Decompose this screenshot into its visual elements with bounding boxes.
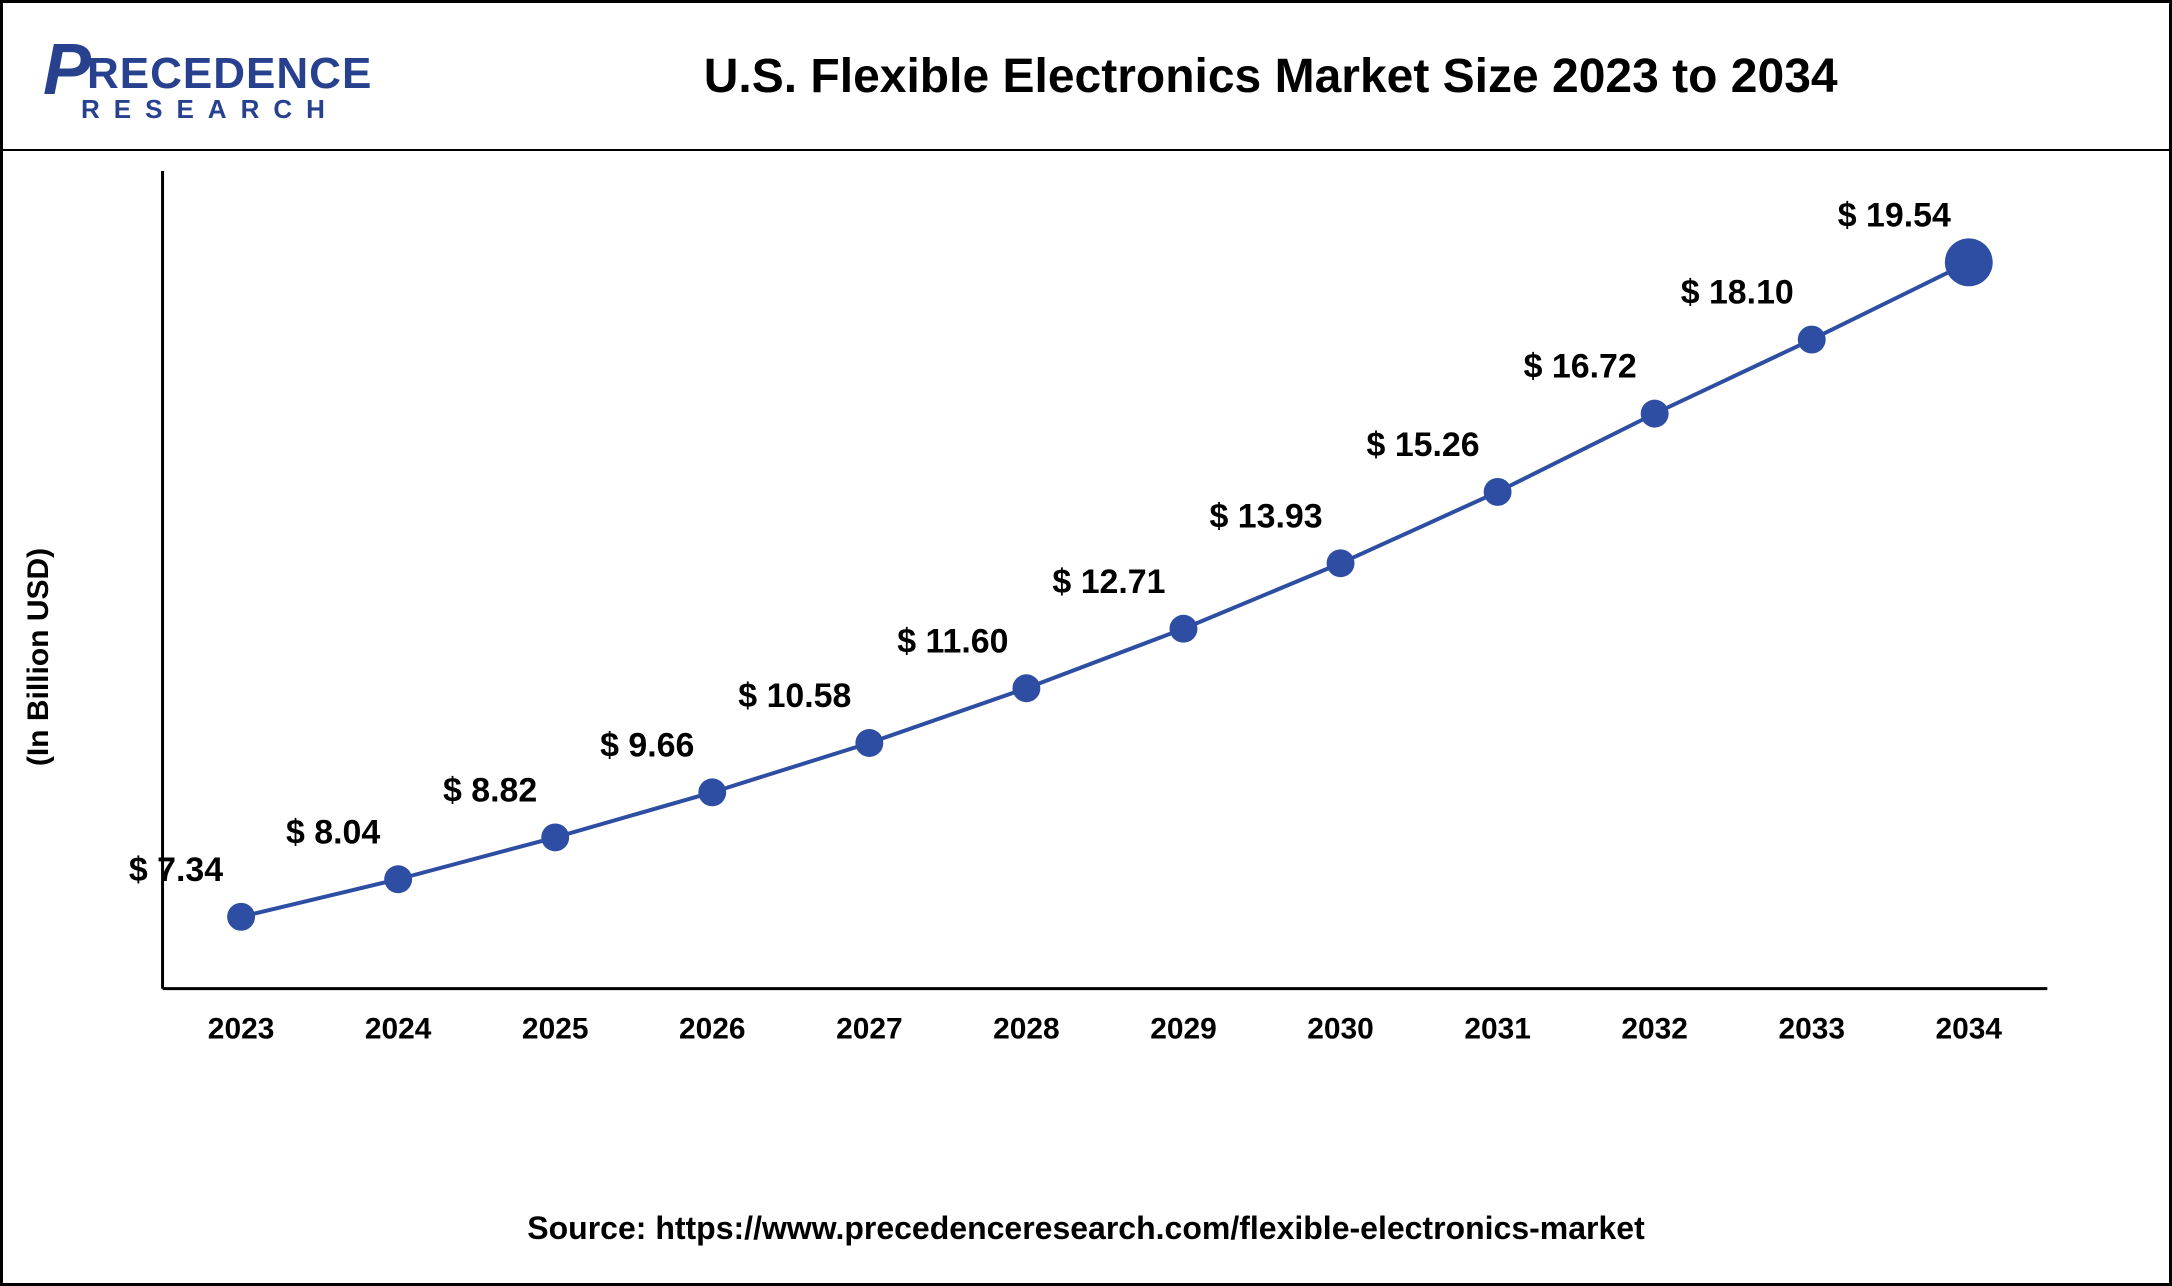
svg-text:2031: 2031	[1464, 1013, 1531, 1046]
logo-sub: RESEARCH	[81, 94, 339, 125]
brand-logo: P RECEDENCE RESEARCH	[43, 28, 372, 125]
chart-title: U.S. Flexible Electronics Market Size 20…	[412, 49, 2129, 104]
svg-text:2034: 2034	[1936, 1013, 2003, 1046]
svg-text:2032: 2032	[1621, 1013, 1688, 1046]
svg-text:$ 9.66: $ 9.66	[600, 726, 694, 764]
svg-text:2030: 2030	[1307, 1013, 1374, 1046]
svg-text:2027: 2027	[836, 1013, 903, 1046]
logo-letter: P	[43, 34, 91, 106]
svg-text:2023: 2023	[208, 1013, 275, 1046]
svg-text:2029: 2029	[1150, 1013, 1217, 1046]
source-caption: Source: https://www.precedenceresearch.c…	[3, 1210, 2169, 1247]
svg-text:$ 16.72: $ 16.72	[1524, 348, 1637, 386]
header: P RECEDENCE RESEARCH U.S. Flexible Elect…	[3, 3, 2169, 151]
svg-text:$ 10.58: $ 10.58	[738, 677, 851, 715]
plot-area: (In Billion USD) $ 7.342023$ 8.042024$ 8…	[3, 151, 2169, 1163]
svg-text:$ 8.04: $ 8.04	[286, 813, 380, 851]
svg-text:2024: 2024	[365, 1013, 432, 1046]
svg-text:$ 19.54: $ 19.54	[1838, 196, 1951, 234]
svg-text:$ 7.34: $ 7.34	[129, 851, 223, 889]
logo-word: RECEDENCE	[87, 49, 372, 99]
chart-container: P RECEDENCE RESEARCH U.S. Flexible Elect…	[0, 0, 2172, 1286]
line-chart-svg: $ 7.34 2023 $ 8.04 2024 $ 8.82 2025 $ 9.66 2026…	[3, 151, 2169, 1166]
svg-text:2026: 2026	[679, 1013, 746, 1046]
svg-text:$ 8.82: $ 8.82	[443, 772, 537, 810]
svg-text:2025: 2025	[522, 1013, 589, 1046]
svg-text:$ 18.10: $ 18.10	[1681, 274, 1794, 312]
svg-text:$ 13.93: $ 13.93	[1210, 497, 1323, 535]
svg-text:$ 12.71: $ 12.71	[1052, 563, 1165, 601]
svg-text:$ 15.26: $ 15.26	[1367, 426, 1480, 464]
svg-text:2028: 2028	[993, 1013, 1060, 1046]
svg-text:$ 11.60: $ 11.60	[897, 622, 1008, 660]
svg-text:2033: 2033	[1778, 1013, 1845, 1046]
